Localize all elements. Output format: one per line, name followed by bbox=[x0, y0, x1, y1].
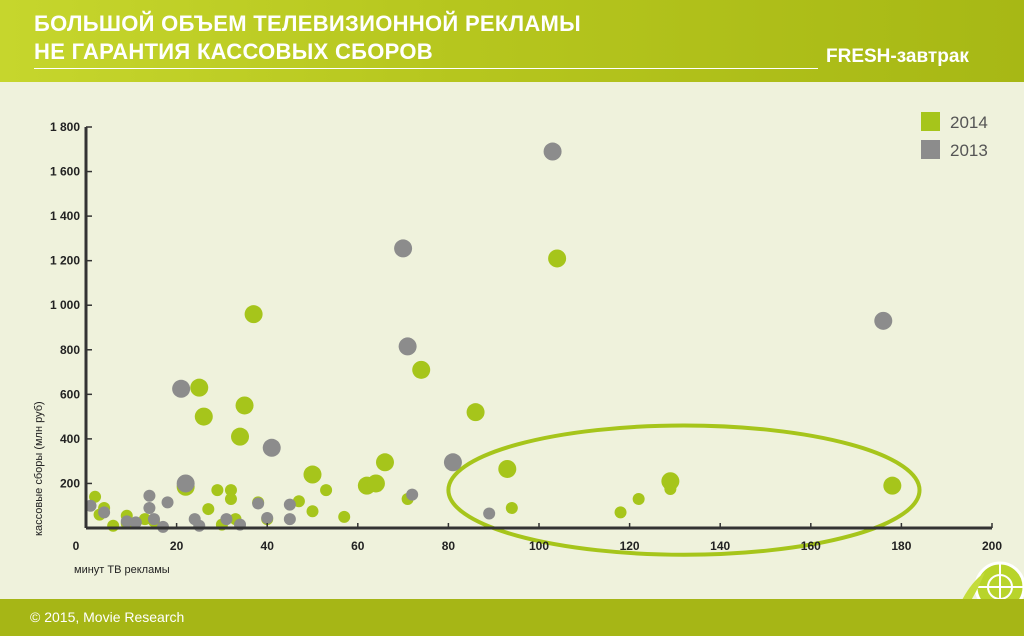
y-tick-label: 1 400 bbox=[50, 209, 80, 223]
title-line-2: НЕ ГАРАНТИЯ КАССОВЫХ СБОРОВ bbox=[34, 39, 433, 64]
axes-layer: 0 20 40 60 80 100 120 140 160 180 200 200 400 600 800 1… bbox=[33, 120, 1002, 576]
data-point-2014 bbox=[883, 476, 902, 495]
x-tick-label: 100 bbox=[529, 539, 549, 553]
data-point-2013 bbox=[220, 513, 233, 526]
x-tick-label: 160 bbox=[801, 539, 821, 553]
data-point-2014 bbox=[211, 484, 224, 497]
data-point-2013 bbox=[252, 497, 265, 510]
x-tick-label: 140 bbox=[710, 539, 730, 553]
data-point-2014 bbox=[292, 495, 305, 508]
legend-swatch-2013 bbox=[921, 140, 940, 159]
y-tick-label: 400 bbox=[60, 432, 80, 446]
legend-label-2013: 2013 bbox=[950, 141, 988, 160]
data-point-2013 bbox=[193, 519, 206, 532]
data-point-2014 bbox=[505, 501, 518, 514]
data-point-2013 bbox=[129, 516, 142, 529]
lime-icon bbox=[962, 561, 1024, 599]
data-point-2013 bbox=[176, 474, 195, 493]
data-point-2013 bbox=[443, 453, 462, 472]
x-tick-label: 200 bbox=[982, 539, 1002, 553]
y-tick-label: 1 800 bbox=[50, 120, 80, 134]
data-point-2013 bbox=[483, 507, 496, 520]
data-point-2013 bbox=[84, 499, 97, 512]
data-point-2014 bbox=[224, 493, 237, 506]
x-tick-label: 0 bbox=[73, 539, 80, 553]
y-tick-label: 1 600 bbox=[50, 165, 80, 179]
data-point-2013 bbox=[143, 501, 156, 514]
data-point-2014 bbox=[244, 305, 263, 324]
data-point-2013 bbox=[283, 498, 296, 511]
copyright-text: © 2015, Movie Research bbox=[30, 609, 185, 625]
data-point-2013 bbox=[98, 506, 111, 519]
footer-bar bbox=[0, 599, 1024, 636]
x-tick-label: 40 bbox=[261, 539, 275, 553]
brand-label: FRESH-завтрак bbox=[826, 46, 969, 67]
data-point-2014 bbox=[107, 519, 120, 532]
data-point-2014 bbox=[632, 493, 645, 506]
y-tick-label: 1 000 bbox=[50, 298, 80, 312]
data-point-2013 bbox=[262, 438, 281, 457]
title-underline bbox=[34, 68, 818, 69]
legend: 2014 2013 bbox=[921, 112, 988, 160]
data-point-2013 bbox=[172, 379, 191, 398]
data-point-2013 bbox=[394, 239, 413, 258]
data-point-2014 bbox=[614, 506, 627, 519]
data-point-2013 bbox=[543, 142, 562, 161]
highlight-layer bbox=[446, 423, 922, 557]
data-point-2013 bbox=[161, 496, 174, 509]
y-axis-label: кассовые сборы (млн руб) bbox=[33, 401, 45, 536]
data-point-2014 bbox=[366, 474, 385, 493]
x-tick-label: 180 bbox=[891, 539, 911, 553]
data-point-2013 bbox=[120, 515, 133, 528]
x-tick-label: 20 bbox=[170, 539, 184, 553]
data-point-2013 bbox=[147, 513, 160, 526]
legend-label-2014: 2014 bbox=[950, 113, 988, 132]
data-point-2013 bbox=[874, 311, 893, 330]
data-point-2014 bbox=[190, 378, 209, 397]
data-point-2014 bbox=[138, 513, 151, 526]
data-point-2014 bbox=[548, 249, 567, 268]
data-point-2014 bbox=[320, 484, 333, 497]
points-layer bbox=[84, 142, 902, 533]
data-point-2014 bbox=[466, 403, 485, 422]
title-line-1: БОЛЬШОЙ ОБЪЕМ ТЕЛЕВИЗИОННОЙ РЕКЛАМЫ bbox=[34, 11, 582, 36]
data-point-2013 bbox=[398, 337, 417, 356]
data-point-2014 bbox=[235, 396, 254, 415]
data-point-2014 bbox=[89, 490, 102, 503]
data-point-2013 bbox=[406, 488, 419, 501]
data-point-2013 bbox=[283, 513, 296, 526]
y-tick-label: 200 bbox=[60, 476, 80, 490]
legend-swatch-2014 bbox=[921, 112, 940, 131]
highlight-ellipse bbox=[446, 423, 922, 557]
page-title: БОЛЬШОЙ ОБЪЕМ ТЕЛЕВИЗИОННОЙ РЕКЛАМЫ НЕ Г… bbox=[34, 10, 581, 66]
data-point-2014 bbox=[202, 503, 215, 516]
data-point-2014 bbox=[338, 510, 351, 523]
x-tick-label: 80 bbox=[442, 539, 456, 553]
data-point-2014 bbox=[303, 465, 322, 484]
data-point-2014 bbox=[306, 505, 319, 518]
data-point-2014 bbox=[498, 459, 517, 478]
header-banner: БОЛЬШОЙ ОБЪЕМ ТЕЛЕВИЗИОННОЙ РЕКЛАМЫ НЕ Г… bbox=[0, 0, 1024, 82]
y-tick-label: 1 200 bbox=[50, 254, 80, 268]
data-point-2014 bbox=[375, 453, 394, 472]
y-tick-label: 600 bbox=[60, 387, 80, 401]
y-tick-label: 800 bbox=[60, 343, 80, 357]
data-point-2014 bbox=[412, 360, 431, 379]
scatter-chart: 0 20 40 60 80 100 120 140 160 180 200 200 400 600 800 1… bbox=[33, 112, 1024, 599]
data-point-2013 bbox=[143, 489, 156, 502]
x-tick-label: 120 bbox=[620, 539, 640, 553]
x-tick-label: 60 bbox=[351, 539, 365, 553]
data-point-2014 bbox=[194, 407, 213, 426]
data-point-2014 bbox=[224, 484, 237, 497]
x-axis-label: минут ТВ рекламы bbox=[74, 564, 170, 576]
data-point-2014 bbox=[661, 472, 680, 491]
data-point-2013 bbox=[261, 511, 274, 524]
data-point-2014 bbox=[231, 427, 250, 446]
